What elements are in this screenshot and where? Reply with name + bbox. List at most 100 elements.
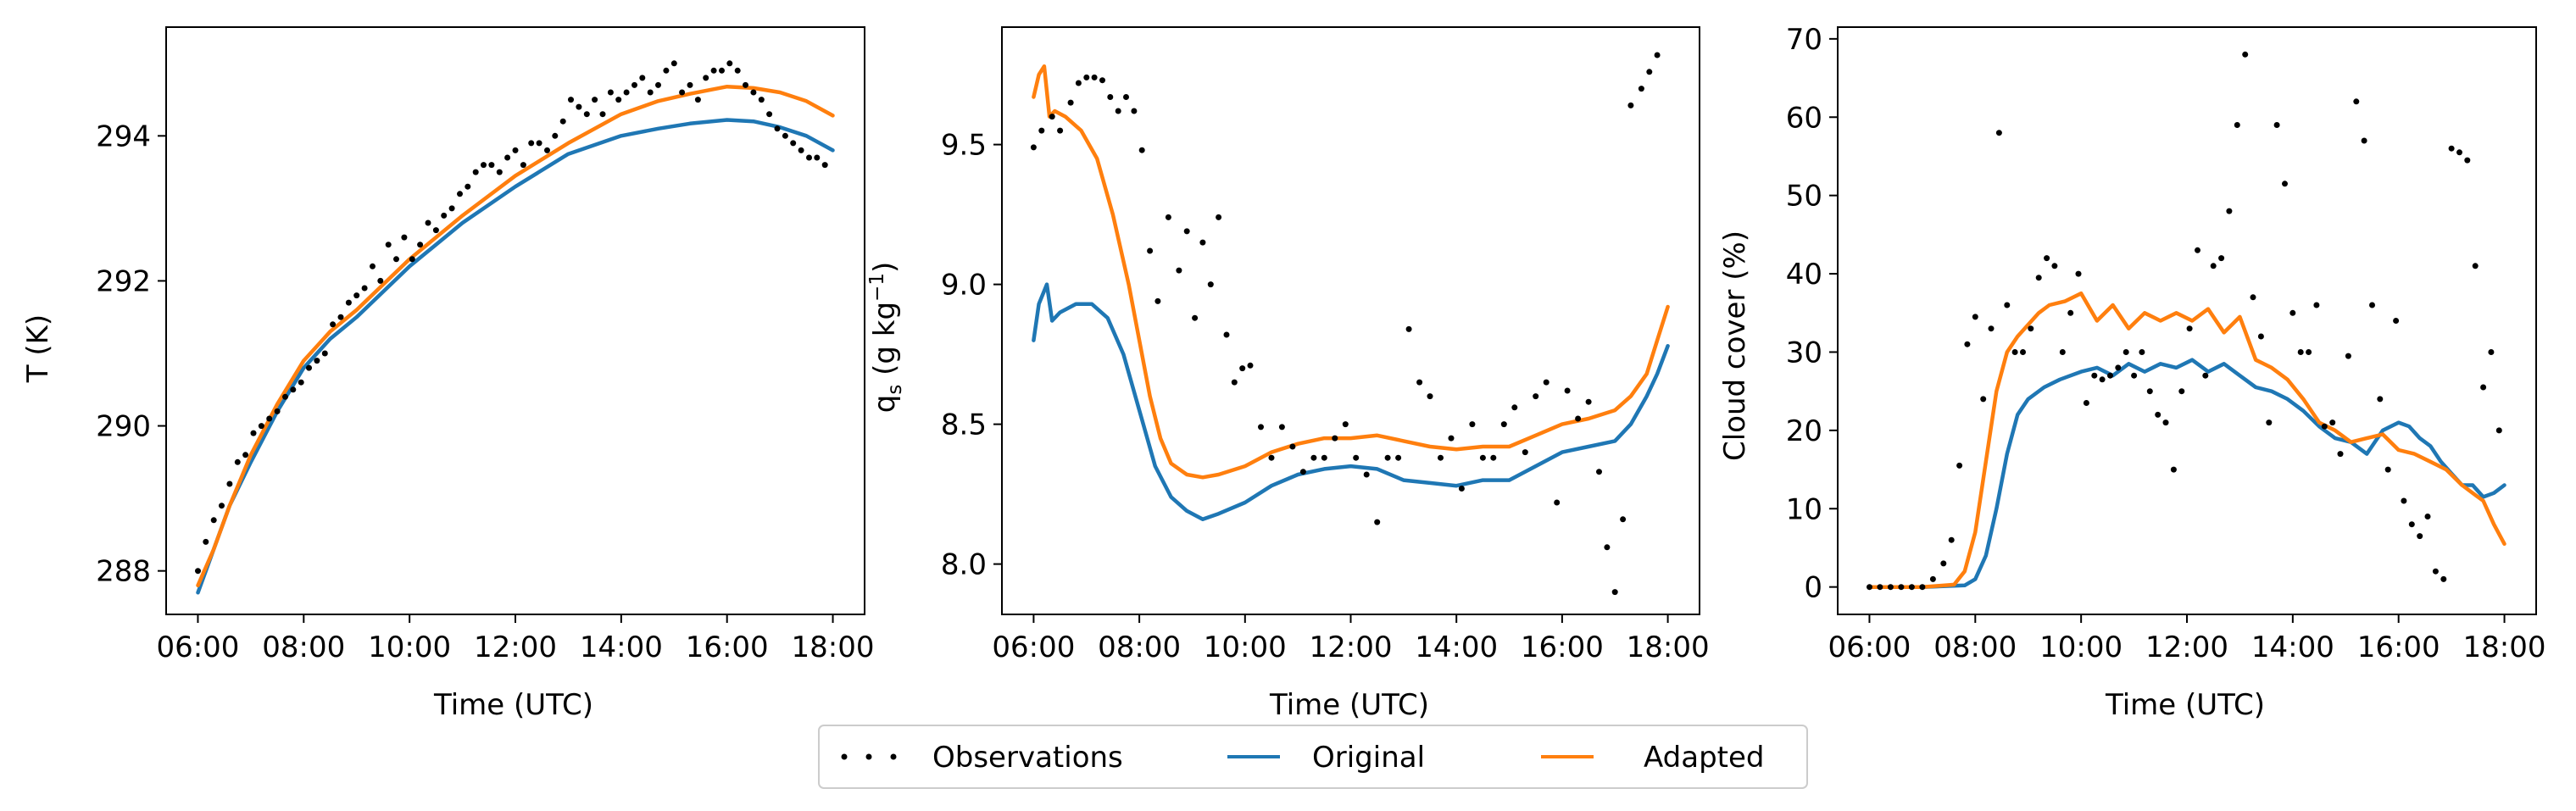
data-point-observations <box>2456 149 2462 156</box>
data-point-observations <box>2417 533 2423 540</box>
data-point-observations <box>370 263 376 269</box>
y-tick-label: 9.5 <box>941 129 987 163</box>
x-tick-label: 16:00 <box>686 630 769 664</box>
x-tick-label: 14:00 <box>580 630 663 664</box>
data-point-observations <box>1289 443 1296 450</box>
data-point-observations <box>766 111 773 118</box>
data-point-observations <box>1887 584 1894 591</box>
legend-label: Original <box>1312 741 1425 775</box>
x-tick-label: 16:00 <box>2357 630 2440 664</box>
data-point-observations <box>1223 331 1230 338</box>
data-point-observations <box>2035 275 2042 281</box>
data-point-observations <box>1353 454 1360 461</box>
data-point-observations <box>504 154 511 161</box>
data-point-observations <box>2448 145 2455 152</box>
data-point-observations <box>2123 349 2129 355</box>
data-point-observations <box>663 67 670 74</box>
data-point-observations <box>1107 94 1114 100</box>
data-point-observations <box>1321 454 1327 461</box>
legend-item-observations: Observations <box>841 741 1123 775</box>
data-point-observations <box>2115 364 2122 371</box>
y-tick-label: 8.0 <box>941 548 987 582</box>
y-tick-label: 292 <box>96 264 151 298</box>
legend-item-original: Original <box>1227 741 1425 775</box>
data-point-observations <box>2488 349 2495 355</box>
y-tick-label: 70 <box>1786 23 1822 57</box>
x-tick-label: 06:00 <box>992 630 1075 664</box>
data-point-observations <box>631 81 637 88</box>
data-point-observations <box>1131 108 1138 114</box>
data-point-observations <box>2464 157 2471 164</box>
data-point-observations <box>393 256 399 263</box>
data-point-observations <box>1176 267 1182 274</box>
x-tick-label: 16:00 <box>1521 630 1604 664</box>
data-point-observations <box>774 125 781 132</box>
data-point-observations <box>219 503 225 509</box>
x-tick-label: 08:00 <box>1933 630 2017 664</box>
data-point-observations <box>552 132 559 139</box>
data-point-observations <box>1363 471 1370 478</box>
data-point-observations <box>2384 466 2391 473</box>
data-point-observations <box>195 568 201 575</box>
plot-frame <box>165 26 865 615</box>
data-point-observations <box>274 408 281 414</box>
data-point-observations <box>2139 349 2145 355</box>
cloud-cover-panel: Cloud cover (%) Time (UTC) 06:00 08:00 10:… <box>1718 23 2546 722</box>
data-point-observations <box>1543 379 1549 386</box>
data-point-observations <box>1511 404 1518 411</box>
legend-marker-dot <box>865 753 872 760</box>
y-tick-label: 9.0 <box>941 269 987 303</box>
data-point-observations <box>2195 247 2200 253</box>
data-point-observations <box>2266 419 2273 426</box>
data-point-observations <box>703 75 709 81</box>
data-point-observations <box>1231 379 1238 386</box>
legend-item-adapted: Adapted <box>1541 741 1765 775</box>
data-point-observations <box>2345 353 2351 359</box>
data-point-observations <box>472 169 479 175</box>
data-point-observations <box>1138 147 1145 153</box>
y-tick-label: 10 <box>1786 492 1822 526</box>
data-point-observations <box>1458 486 1465 492</box>
data-point-observations <box>1342 421 1349 428</box>
data-point-observations <box>337 314 344 320</box>
data-point-observations <box>1154 297 1161 304</box>
data-point-observations <box>1533 393 1539 400</box>
legend: Observations Original Adapted <box>818 725 1808 789</box>
data-point-observations <box>2361 137 2367 144</box>
data-point-observations <box>2044 255 2050 262</box>
series-line-adapted <box>196 84 835 588</box>
data-point-observations <box>782 132 788 139</box>
data-point-observations <box>1646 69 1653 75</box>
data-point-observations <box>1898 584 1905 591</box>
x-tick-label: 06:00 <box>1828 630 1911 664</box>
data-point-observations <box>457 191 463 197</box>
data-point-observations <box>417 242 424 248</box>
data-point-observations <box>2020 349 2026 355</box>
data-point-observations <box>1948 536 1955 543</box>
data-point-observations <box>1332 435 1338 442</box>
series-line-adapted <box>1867 291 2506 589</box>
plot-frame <box>1837 26 2537 615</box>
data-point-observations <box>314 358 320 364</box>
data-point-observations <box>1620 516 1627 523</box>
data-point-observations <box>250 430 257 436</box>
data-point-observations <box>2297 349 2304 355</box>
data-point-observations <box>2210 263 2217 269</box>
data-point-observations <box>2321 423 2328 430</box>
data-point-observations <box>1956 462 1963 469</box>
data-point-observations <box>2107 372 2113 379</box>
data-point-observations <box>1427 393 1433 400</box>
data-point-observations <box>1964 341 1971 347</box>
data-point-observations <box>2146 388 2153 395</box>
x-tick-label: 10:00 <box>2039 630 2123 664</box>
data-point-observations <box>2480 384 2487 391</box>
data-point-observations <box>2432 568 2439 575</box>
data-point-observations <box>1611 589 1618 596</box>
x-tick-label: 18:00 <box>1627 630 1710 664</box>
x-tick-label: 12:00 <box>474 630 557 664</box>
data-point-observations <box>2424 514 2431 519</box>
data-point-observations <box>306 364 312 371</box>
data-point-observations <box>576 103 582 110</box>
data-point-observations <box>401 234 408 241</box>
data-point-observations <box>1596 469 1602 475</box>
